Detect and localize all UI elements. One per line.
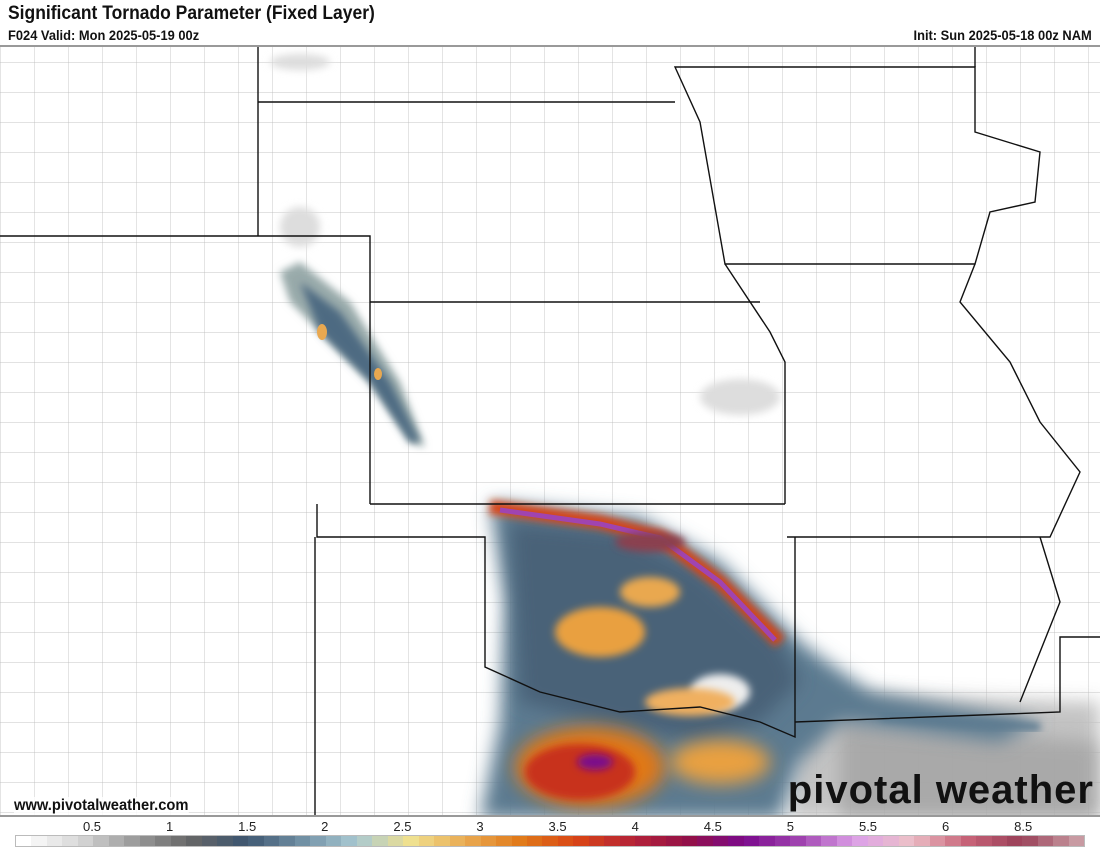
colorbar-cell [465, 836, 481, 846]
colorbar-cell [728, 836, 744, 846]
map-canvas [0, 47, 1100, 815]
colorbar-tick-label: 2.5 [393, 819, 412, 834]
colorbar-cell [542, 836, 558, 846]
colorbar-cell [124, 836, 140, 846]
colorbar-cell [372, 836, 388, 846]
colorbar-cell [139, 836, 156, 846]
colorbar-cell [960, 836, 977, 846]
pivotal-weather-logo: pivotal weather [787, 768, 1094, 812]
colorbar-cell [170, 836, 187, 846]
colorbar-cell [480, 836, 497, 846]
colorbar-cell [697, 836, 713, 846]
state-borders [0, 47, 1100, 815]
colorbar [15, 835, 1085, 847]
colorbar-cell [852, 836, 868, 846]
colorbar-cell [93, 836, 109, 846]
colorbar-cell [263, 836, 280, 846]
colorbar-cell [1068, 836, 1085, 846]
colorbar-cell [217, 836, 233, 846]
website-url[interactable]: www.pivotalweather.com [14, 797, 189, 815]
colorbar-cell [774, 836, 791, 846]
stp-map[interactable] [0, 45, 1100, 817]
colorbar-cell [341, 836, 357, 846]
colorbar-cell [155, 836, 171, 846]
colorbar-cell [294, 836, 311, 846]
colorbar-cell [62, 836, 78, 846]
colorbar-cell [836, 836, 853, 846]
colorbar-cell [945, 836, 961, 846]
colorbar-cell [418, 836, 435, 846]
colorbar-cell [356, 836, 373, 846]
colorbar-cell [1037, 836, 1054, 846]
colorbar-cell [557, 836, 574, 846]
colorbar-cell [16, 836, 32, 846]
colorbar-cell [511, 836, 527, 846]
colorbar-cell [1007, 836, 1023, 846]
colorbar-tick-label: 2 [321, 819, 329, 834]
colorbar-cell [790, 836, 806, 846]
colorbar-tick-label: 6 [941, 819, 950, 834]
colorbar-cell [914, 836, 930, 846]
colorbar-tick-label: 3.5 [548, 819, 567, 834]
colorbar-cell [449, 836, 466, 846]
colorbar-cell [108, 836, 125, 846]
colorbar-tick-label: 1.5 [238, 819, 257, 834]
colorbar-cell [805, 836, 822, 846]
colorbar-cell [201, 836, 218, 846]
colorbar-cell [325, 836, 342, 846]
stp-field [270, 54, 1100, 815]
colorbar-cell [1022, 836, 1038, 846]
colorbar-cell [635, 836, 651, 846]
colorbar-tick-label: 5 [786, 819, 795, 834]
colorbar-cell [650, 836, 667, 846]
colorbar-cell [898, 836, 915, 846]
colorbar-cell [619, 836, 636, 846]
colorbar-tick-label: 1 [165, 819, 174, 834]
colorbar-tick-label: 0.5 [82, 819, 102, 834]
colorbar-tick-label: 4.5 [703, 819, 722, 834]
colorbar-cell [976, 836, 992, 846]
colorbar-cell [232, 836, 249, 846]
colorbar-cell [403, 836, 419, 846]
colorbar-cell [496, 836, 512, 846]
colorbar-cell [31, 836, 47, 846]
colorbar-cell [821, 836, 837, 846]
colorbar-cell [434, 836, 450, 846]
map-title: Significant Tornado Parameter (Fixed Lay… [8, 3, 375, 24]
colorbar-cell [681, 836, 698, 846]
colorbar-cell [743, 836, 760, 846]
colorbar-cell [77, 836, 94, 846]
colorbar-cell [1053, 836, 1069, 846]
colorbar-tick-label: 3 [476, 819, 484, 834]
colorbar-cell [310, 836, 326, 846]
colorbar-tick-label: 4 [631, 819, 639, 834]
colorbar-cell [883, 836, 899, 846]
colorbar-cell [759, 836, 775, 846]
init-time: Init: Sun 2025-05-18 00z NAM [913, 27, 1092, 43]
valid-time: F024 Valid: Mon 2025-05-19 00z [8, 27, 200, 43]
colorbar-cell [867, 836, 884, 846]
colorbar-cell [604, 836, 620, 846]
colorbar-cell [279, 836, 295, 846]
colorbar-cell [991, 836, 1007, 846]
colorbar-cell [666, 836, 682, 846]
colorbar-cell [588, 836, 605, 846]
colorbar-cell [387, 836, 404, 846]
colorbar-cell [526, 836, 543, 846]
colorbar-tick-label: 8.5 [1014, 819, 1033, 834]
colorbar-cell [186, 836, 202, 846]
colorbar-cell [929, 836, 946, 846]
colorbar-cell [46, 836, 63, 846]
colorbar-cell [573, 836, 589, 846]
colorbar-tick-label: 5.5 [858, 819, 878, 834]
colorbar-cell [712, 836, 729, 846]
colorbar-cell [248, 836, 264, 846]
